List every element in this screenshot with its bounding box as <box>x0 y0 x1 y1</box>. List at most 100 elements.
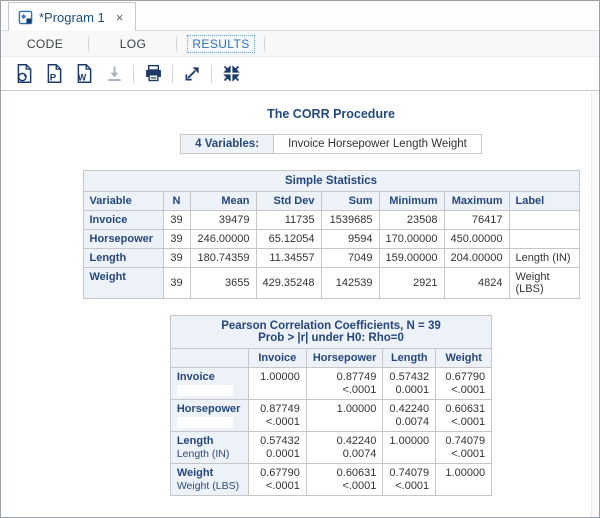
results-toolbar: P W <box>1 57 599 91</box>
p-value: <.0001 <box>342 480 377 492</box>
toolbar-separator <box>211 64 212 83</box>
tab-results[interactable]: RESULTS <box>177 34 265 53</box>
correlation-cell: 0.87749 <.0001 <box>305 367 384 400</box>
empty-variable-label <box>176 417 233 428</box>
column-header: N <box>162 191 191 211</box>
tab-code[interactable]: CODE <box>1 36 89 51</box>
value-cell: 9594 <box>320 229 380 249</box>
pdf-download-icon[interactable]: P <box>39 61 69 87</box>
table-row: 4 Variables: Invoice Horsepower Length W… <box>180 134 482 154</box>
column-header: Invoice <box>247 348 307 368</box>
toolbar-separator <box>133 64 134 83</box>
variables-list-value: Invoice Horsepower Length Weight <box>273 134 482 154</box>
svg-text:W: W <box>77 73 86 83</box>
value-cell: 180.74359 <box>189 248 257 268</box>
open-new-window-icon[interactable] <box>177 61 207 87</box>
table-row: Length 39 180.74359 11.34557 7049 159.00000 20… <box>82 248 580 268</box>
print-icon[interactable] <box>138 61 168 87</box>
program-tab[interactable]: *Program 1 × <box>8 2 137 31</box>
correlation-cell: 0.42240 0.0074 <box>382 399 437 432</box>
variable-label: Length (IN) <box>176 448 230 460</box>
correlation-cell: 0.42240 0.0074 <box>305 431 384 464</box>
correlation-table: Pearson Correlation Coefficients, N = 39… <box>169 315 493 496</box>
program-icon <box>18 10 33 25</box>
coefficient-value: 0.74079 <box>445 435 486 447</box>
table-row: Invoice 39 39479 11735 1539685 23508 76417 <box>82 210 580 230</box>
correlation-cell: 0.57432 0.0001 <box>247 431 307 464</box>
tab-log[interactable]: LOG <box>89 36 177 51</box>
variable-label: Weight (LBS) <box>176 480 240 492</box>
coefficient-value: 0.57432 <box>260 435 300 447</box>
html-download-icon[interactable] <box>9 61 39 87</box>
value-cell: 76417 <box>443 210 510 230</box>
column-header: Minimum <box>378 191 445 211</box>
program-tab-title: *Program 1 <box>39 9 105 25</box>
correlation-cell: 1.00000 <box>247 367 307 400</box>
correlation-cell: 1.00000 <box>382 431 437 464</box>
p-value: 0.0001 <box>266 448 300 460</box>
p-value: <.0001 <box>451 384 486 396</box>
close-tab-icon[interactable]: × <box>115 9 124 25</box>
column-header: Std Dev <box>255 191 322 211</box>
row-header: Invoice <box>82 210 164 230</box>
value-cell: 39 <box>162 210 191 230</box>
value-cell: 3655 <box>189 267 257 299</box>
variable-name: Invoice <box>176 371 215 383</box>
coefficient-value: 1.00000 <box>389 435 430 447</box>
row-header: Horsepower <box>82 229 164 249</box>
empty-variable-label <box>176 385 233 396</box>
coefficient-value: 1.00000 <box>445 467 486 479</box>
value-cell: 39479 <box>189 210 257 230</box>
coefficient-value: 0.42240 <box>389 403 430 415</box>
variable-name: Weight <box>176 467 214 479</box>
variable-name: Length <box>176 435 214 447</box>
value-cell: 7049 <box>320 248 380 268</box>
p-value: <.0001 <box>265 480 300 492</box>
coefficient-value: 0.87749 <box>260 403 300 415</box>
correlation-cell: 0.74079 <.0001 <box>435 431 493 464</box>
coefficient-value: 0.57432 <box>389 371 430 383</box>
value-cell: 23508 <box>378 210 445 230</box>
variables-table: 4 Variables: Invoice Horsepower Length W… <box>180 134 482 154</box>
p-value: <.0001 <box>395 480 430 492</box>
vertical-scrollbar[interactable] <box>591 92 599 517</box>
caption-line: Pearson Correlation Coefficients, N = 39 <box>221 320 441 332</box>
table-row: Invoice 1.00000 0.87749 <.0001 0.57432 0.0001… <box>169 367 493 400</box>
table-caption: Simple Statistics <box>82 170 580 192</box>
value-cell <box>508 210 580 230</box>
column-header: Variable <box>82 191 164 211</box>
table-caption: Pearson Correlation Coefficients, N = 39… <box>169 315 493 349</box>
correlation-cell: 0.67790 <.0001 <box>247 463 307 496</box>
results-panel: The CORR Procedure 4 Variables: Invoice … <box>1 92 591 517</box>
value-cell: 39 <box>162 267 191 299</box>
table-row: Weight 39 3655 429.35248 142539 2921 4824 Weigh… <box>82 267 580 299</box>
download-icon <box>99 61 129 87</box>
caption-line: Prob > |r| under H0: Rho=0 <box>258 332 404 344</box>
column-header: Sum <box>320 191 380 211</box>
column-header: Horsepower <box>305 348 384 368</box>
value-cell: 142539 <box>320 267 380 299</box>
value-cell: 2921 <box>378 267 445 299</box>
column-header: Maximum <box>443 191 510 211</box>
collapse-results-icon[interactable] <box>216 61 246 87</box>
value-cell: 11.34557 <box>255 248 322 268</box>
value-cell: 39 <box>162 229 191 249</box>
correlation-cell: 0.60631 <.0001 <box>435 399 493 432</box>
row-header: Length Length (IN) <box>169 431 249 464</box>
correlation-cell: 0.74079 <.0001 <box>382 463 437 496</box>
p-value: <.0001 <box>342 384 377 396</box>
value-cell: 429.35248 <box>255 267 322 299</box>
variables-count-header: 4 Variables: <box>180 134 275 154</box>
value-cell: Length (IN) <box>508 248 580 268</box>
coefficient-value: 0.67790 <box>260 467 300 479</box>
table-row: Horsepower 0.87749 <.0001 1.00000 0.42240 0.0… <box>169 399 493 432</box>
rtf-download-icon[interactable]: W <box>69 61 99 87</box>
value-cell: 246.00000 <box>189 229 257 249</box>
correlation-cell: 0.57432 0.0001 <box>382 367 437 400</box>
coefficient-value: 0.67790 <box>445 371 486 383</box>
value-cell: 11735 <box>255 210 322 230</box>
p-value: 0.0074 <box>342 448 377 460</box>
table-row: Weight Weight (LBS) 0.67790 <.0001 0.60631 <.… <box>169 463 493 496</box>
p-value: <.0001 <box>451 416 486 428</box>
